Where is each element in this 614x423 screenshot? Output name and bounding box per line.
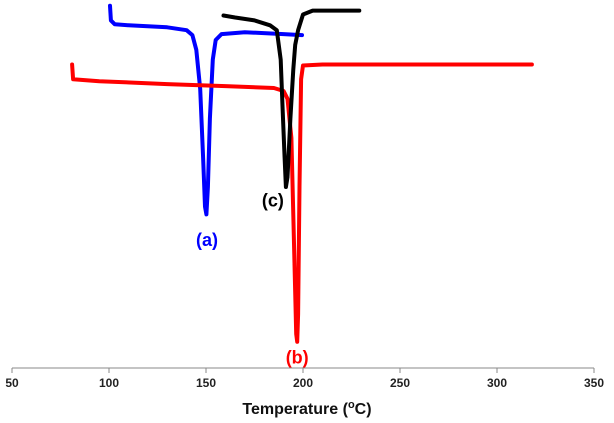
x-axis-title: Temperature (oC) [242,399,371,418]
x-tick-label-300: 300 [487,376,507,390]
series-line-a [108,3,304,217]
series-labels: (a) (b) (c) [196,191,309,368]
series-group [70,3,534,344]
x-tick-label-100: 100 [99,376,119,390]
series-label-a: (a) [196,230,218,250]
x-axis-title-superscript: o [348,399,355,411]
x-axis-title-main: Temperature ( [242,401,348,418]
series-label-c: (c) [262,191,284,211]
x-tick-label-350: 350 [584,376,604,390]
x-axis-title-end: C) [355,401,372,418]
x-tick-label-50: 50 [5,376,19,390]
x-tick-label-150: 150 [196,376,216,390]
x-tick-label-250: 250 [390,376,410,390]
series-line-b [70,62,534,344]
x-axis-ticks: 50 100 150 200 250 300 350 [5,368,604,390]
series-line-c [221,8,362,189]
series-label-b: (b) [286,347,309,367]
x-tick-label-200: 200 [293,376,313,390]
